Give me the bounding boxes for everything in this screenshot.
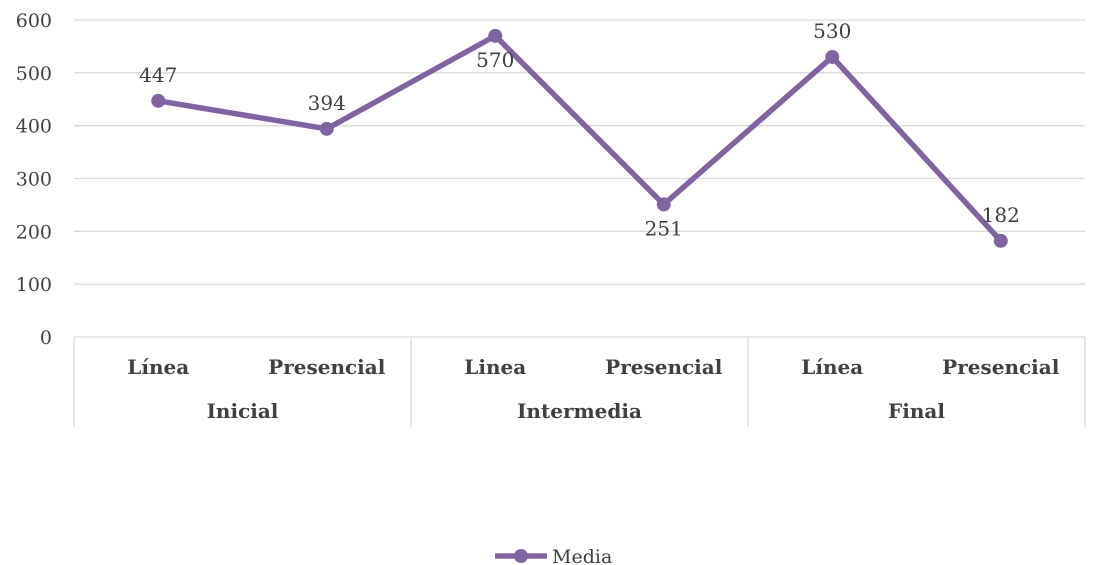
x-category-label: Presencial: [605, 355, 723, 379]
data-label: 530: [813, 19, 851, 43]
y-tick-label: 200: [16, 221, 52, 243]
legend: Media: [495, 546, 612, 565]
data-points: [151, 28, 1008, 248]
data-point: [151, 93, 166, 108]
legend-marker: [514, 549, 528, 563]
x-category-label: Línea: [127, 355, 189, 379]
x-category-label: Presencial: [942, 355, 1060, 379]
data-labels: 447 394 570 251 530 182: [139, 19, 1020, 240]
x-group-label: Intermedia: [517, 399, 642, 423]
y-axis-tick-labels: 0 100 200 300 400 500 600: [16, 10, 52, 349]
y-tick-label: 400: [16, 116, 52, 138]
gridlines: [74, 19, 1085, 338]
y-tick-label: 0: [40, 327, 52, 349]
y-tick-label: 600: [16, 10, 52, 32]
x-group-label: Inicial: [207, 399, 279, 423]
data-point: [993, 233, 1008, 248]
x-category-label: Línea: [801, 355, 863, 379]
data-label: 182: [982, 203, 1020, 227]
legend-label-media: Media: [552, 546, 612, 565]
x-axis: Línea Presencial Linea Presencial Línea Prese…: [73, 337, 1086, 427]
data-label: 251: [645, 216, 683, 240]
data-label: 447: [139, 63, 177, 87]
x-category-label: Linea: [464, 355, 526, 379]
data-point: [488, 28, 503, 43]
data-point: [825, 49, 840, 64]
x-category-label: Presencial: [268, 355, 386, 379]
data-point: [656, 197, 671, 212]
data-label: 394: [308, 91, 346, 115]
y-tick-label: 100: [16, 274, 52, 296]
series-line-media: [155, 33, 1004, 244]
y-tick-label: 300: [16, 169, 52, 191]
data-label: 570: [476, 48, 514, 72]
x-group-label: Final: [888, 399, 945, 423]
y-tick-label: 500: [16, 63, 52, 85]
series-lines: [155, 33, 1004, 244]
data-point: [319, 121, 334, 136]
